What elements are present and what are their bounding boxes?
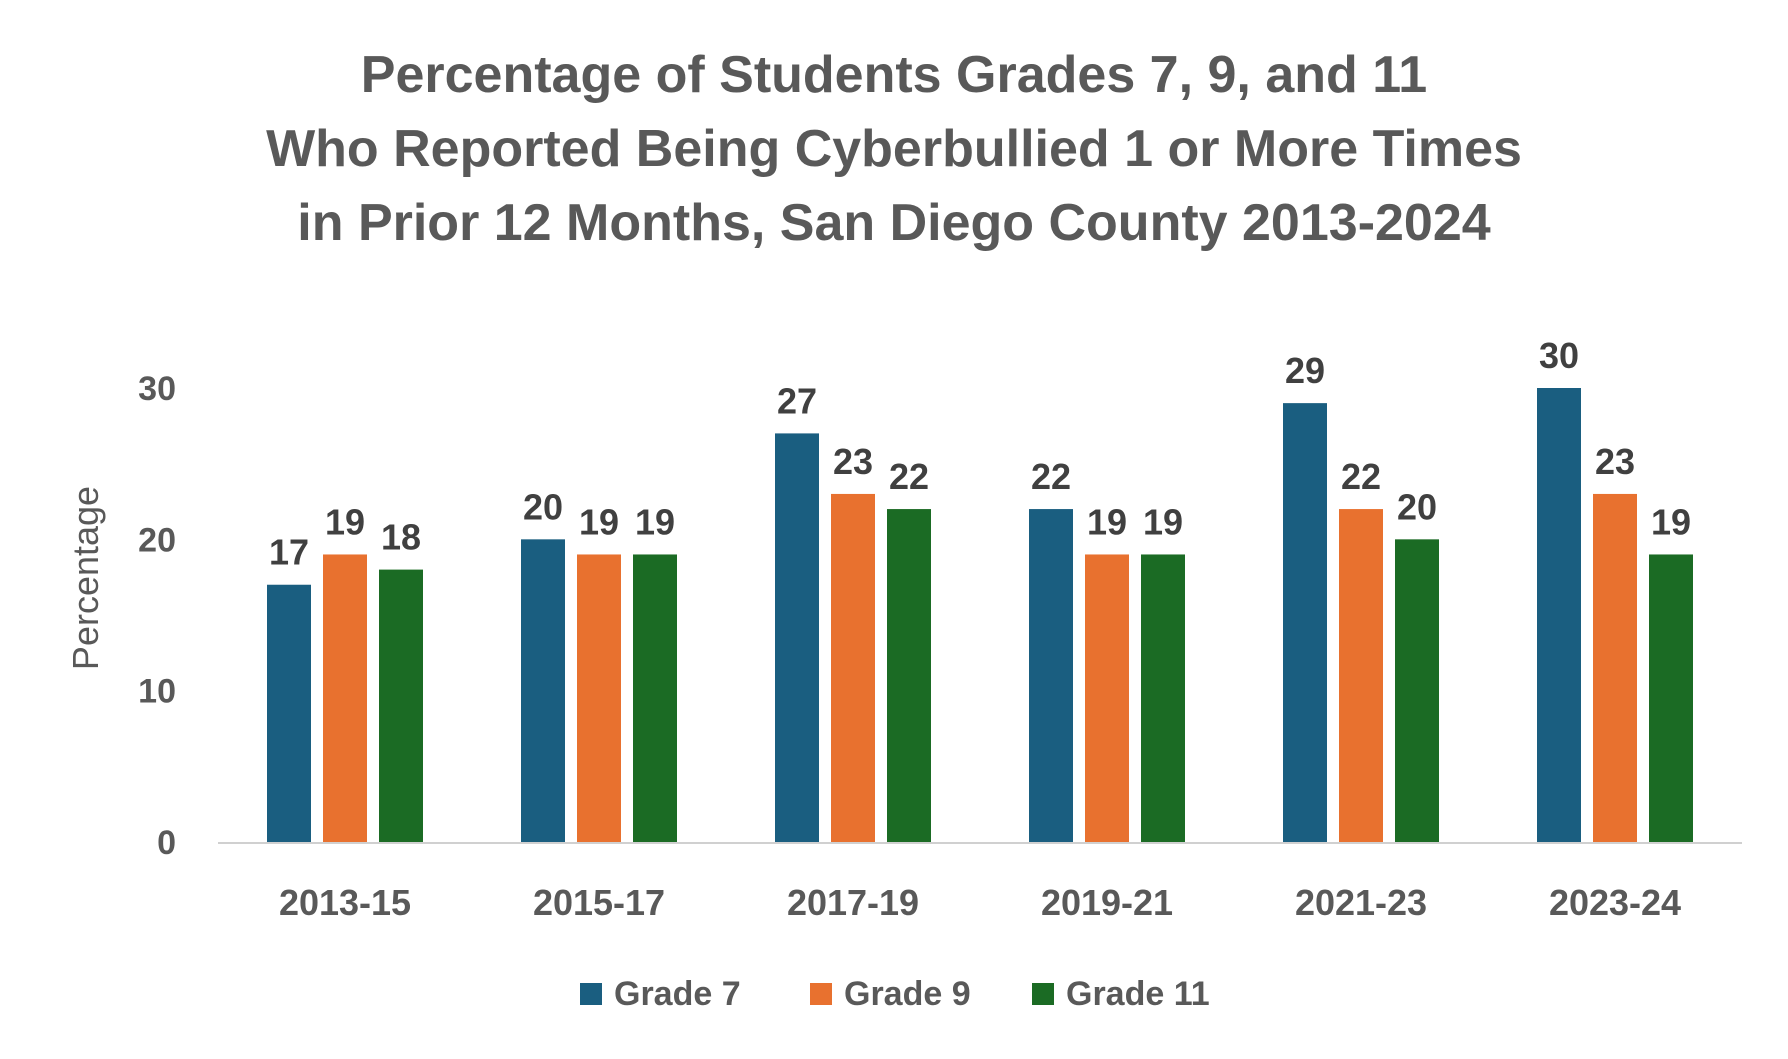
data-label: 19 — [325, 501, 365, 542]
bar-grade-7-2019-21 — [1029, 509, 1073, 842]
bar-grade-9-2015-17 — [577, 554, 621, 842]
data-label: 30 — [1539, 335, 1579, 376]
legend-swatch — [810, 983, 832, 1005]
data-label: 20 — [1397, 486, 1437, 527]
x-tick-label: 2023-24 — [1549, 882, 1681, 923]
bar-grade-11-2023-24 — [1649, 554, 1693, 842]
data-label: 17 — [269, 532, 309, 573]
bar-grade-7-2013-15 — [267, 584, 311, 842]
bar-grade-9-2023-24 — [1593, 493, 1637, 842]
data-label: 23 — [1595, 441, 1635, 482]
title-line-2: Who Reported Being Cyberbullied 1 or Mor… — [266, 120, 1522, 178]
y-tick-label: 30 — [138, 370, 176, 408]
data-label: 27 — [777, 380, 817, 421]
data-label: 19 — [635, 501, 675, 542]
title-line-3: in Prior 12 Months, San Diego County 201… — [297, 194, 1490, 252]
data-label: 18 — [381, 517, 421, 558]
data-label: 22 — [889, 456, 929, 497]
data-label: 20 — [523, 486, 563, 527]
data-label: 22 — [1341, 456, 1381, 497]
data-label: 22 — [1031, 456, 1071, 497]
plot-area: 17 19 18 20 19 19 27 23 22 22 19 19 29 22 20 30 23 19 — [267, 335, 1693, 842]
data-label: 19 — [1651, 501, 1691, 542]
bar-grade-9-2017-19 — [831, 493, 875, 842]
y-axis-label: Percentage — [65, 486, 106, 670]
bar-grade-9-2021-23 — [1339, 509, 1383, 842]
y-axis-ticks: 0 10 20 30 — [138, 370, 176, 862]
bar-grade-11-2021-23 — [1395, 539, 1439, 842]
bar-grade-7-2021-23 — [1283, 403, 1327, 842]
bar-grade-11-2017-19 — [887, 509, 931, 842]
x-tick-label: 2019-21 — [1041, 882, 1173, 923]
legend-swatch — [1032, 983, 1054, 1005]
x-tick-label: 2017-19 — [787, 882, 919, 923]
bar-grade-9-2013-15 — [323, 554, 367, 842]
legend: Grade 7 Grade 9 Grade 11 — [580, 975, 1210, 1013]
bar-grade-7-2017-19 — [775, 433, 819, 842]
data-label: 19 — [1087, 501, 1127, 542]
bar-grade-9-2019-21 — [1085, 554, 1129, 842]
x-tick-label: 2015-17 — [533, 882, 665, 923]
bar-grade-7-2023-24 — [1537, 388, 1581, 842]
bar-grade-11-2013-15 — [379, 569, 423, 842]
bar-grade-11-2019-21 — [1141, 554, 1185, 842]
y-tick-label: 0 — [157, 824, 176, 862]
bar-grade-7-2015-17 — [521, 539, 565, 842]
legend-label: Grade 9 — [844, 975, 971, 1013]
legend-swatch — [580, 983, 602, 1005]
title-line-1: Percentage of Students Grades 7, 9, and … — [361, 46, 1427, 104]
legend-label: Grade 7 — [614, 975, 741, 1013]
data-label: 19 — [1143, 501, 1183, 542]
x-tick-label: 2021-23 — [1295, 882, 1427, 923]
bar-grade-11-2015-17 — [633, 554, 677, 842]
x-axis-categories: 2013-15 2015-17 2017-19 2019-21 2021-23 2023-… — [279, 882, 1681, 923]
y-tick-label: 20 — [138, 521, 176, 559]
x-tick-label: 2013-15 — [279, 882, 411, 923]
legend-label: Grade 11 — [1066, 975, 1210, 1013]
y-tick-label: 10 — [138, 673, 176, 711]
data-label: 23 — [833, 441, 873, 482]
chart-title: Percentage of Students Grades 7, 9, and … — [266, 46, 1522, 252]
data-label: 29 — [1285, 350, 1325, 391]
data-label: 19 — [579, 501, 619, 542]
